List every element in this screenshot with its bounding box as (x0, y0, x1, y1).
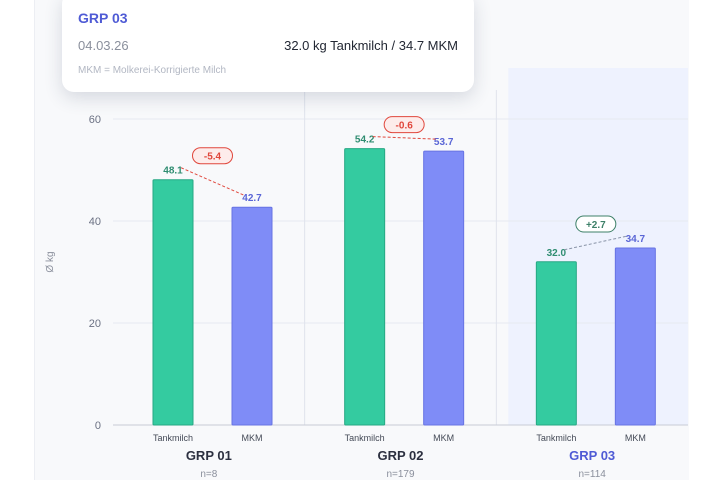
x-tick-label: MKM (625, 433, 646, 443)
x-tick-label: Tankmilch (153, 433, 193, 443)
x-tick-label: MKM (242, 433, 263, 443)
x-tick-label: MKM (433, 433, 454, 443)
bar-value-label: 54.2 (355, 135, 375, 146)
bar-tankmilch (535, 261, 577, 426)
x-tick-label: Tankmilch (536, 433, 576, 443)
y-tick-label: 60 (89, 114, 101, 126)
delta-badge (383, 116, 425, 134)
bar-value-label: 32.0 (547, 248, 567, 259)
x-tick-label: Tankmilch (345, 433, 385, 443)
chart-tooltip: GRP 03 04.03.26 32.0 kg Tankmilch / 34.7… (62, 0, 474, 92)
y-tick-label: 40 (89, 216, 101, 228)
bar-mkm (423, 150, 465, 426)
highlight-band (508, 68, 688, 425)
tooltip-title: GRP 03 (78, 10, 128, 26)
bar-tankmilch (152, 179, 194, 426)
bar-value-label: 42.7 (242, 193, 262, 204)
group-count-label: n=114 (578, 469, 606, 480)
y-tick-label: 20 (89, 318, 101, 330)
delta-badge (575, 215, 617, 233)
group-label: GRP 01 (186, 448, 232, 463)
group-label: GRP 03 (569, 448, 615, 463)
bar-tankmilch (344, 148, 386, 426)
delta-badge (192, 147, 233, 165)
bar-mkm (614, 247, 656, 426)
tooltip-date: 04.03.26 (78, 38, 129, 53)
delta-badge-label: -0.6 (396, 121, 414, 132)
group-count-label: n=8 (200, 469, 217, 480)
tooltip-note: MKM = Molkerei-Korrigierte Milch (78, 65, 227, 76)
group-count-label: n=179 (386, 469, 415, 480)
group-label: GRP 02 (377, 448, 423, 463)
delta-badge-label: -5.4 (204, 152, 222, 163)
bar-value-label: 48.1 (163, 166, 183, 177)
y-tick-label: 0 (95, 420, 101, 432)
delta-connector (372, 136, 436, 140)
bar-value-label: 53.7 (434, 137, 454, 148)
y-axis-label: Ø kg (45, 251, 56, 272)
tooltip-value: 32.0 kg Tankmilch / 34.7 MKM (284, 38, 458, 53)
delta-connector (564, 235, 628, 251)
bar-mkm (231, 206, 273, 426)
delta-badge-label: +2.7 (586, 220, 606, 231)
bar-value-label: 34.7 (626, 234, 646, 245)
delta-connector (180, 167, 245, 196)
